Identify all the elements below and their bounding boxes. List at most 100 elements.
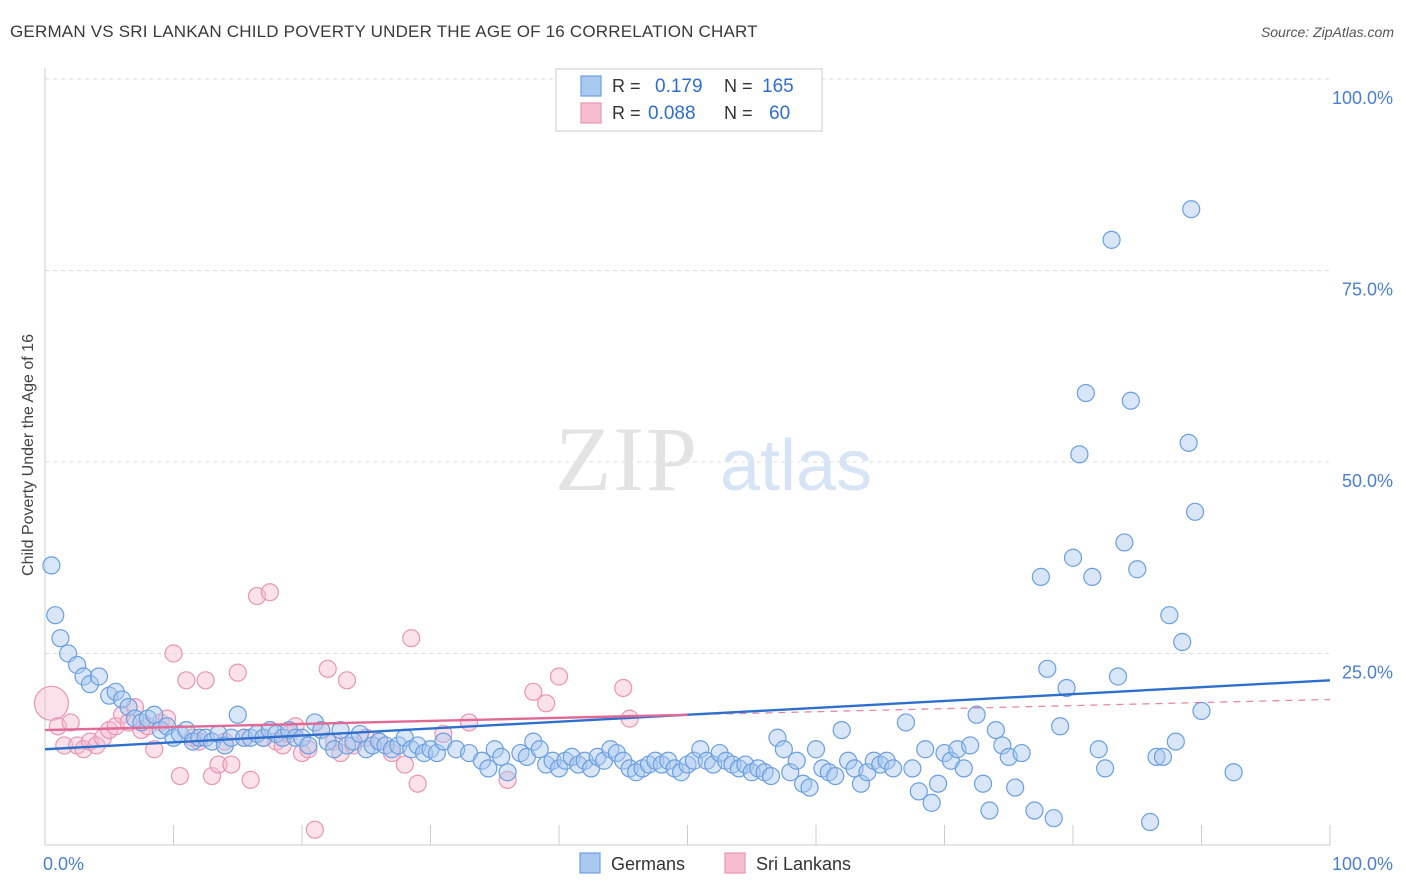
- german-point: [761, 766, 781, 786]
- german-point: [832, 720, 851, 740]
- german-point: [1089, 740, 1108, 759]
- srilankan-points: [33, 583, 639, 839]
- german-point: [684, 751, 704, 770]
- legend-series: Germans Sri Lankans: [579, 852, 851, 874]
- german-point: [787, 751, 806, 770]
- german-point: [903, 759, 922, 778]
- german-point: [922, 793, 941, 812]
- trend-lines: [44, 679, 1331, 751]
- y-axis-label: Child Poverty Under the Age of 16: [20, 334, 37, 576]
- german-point: [1173, 632, 1192, 652]
- german-point: [51, 629, 70, 648]
- srilankan-point: [222, 755, 241, 774]
- srilankan-point: [55, 736, 74, 755]
- srilankan-point: [164, 644, 183, 663]
- srilankan-point: [459, 713, 479, 732]
- y-tick-label: 75.0%: [1342, 280, 1393, 300]
- srilankan-point: [498, 770, 517, 789]
- legend-bottom-label-srilankan: Sri Lankans: [756, 854, 851, 874]
- german-point: [1121, 391, 1140, 410]
- y-tick-label: 25.0%: [1342, 663, 1393, 683]
- german-point: [1044, 809, 1063, 828]
- srilankan-point: [408, 774, 427, 793]
- german-point: [119, 698, 138, 717]
- german-point: [800, 778, 819, 797]
- german-point: [299, 736, 318, 755]
- german-point: [986, 720, 1006, 740]
- german-point: [228, 705, 247, 724]
- srilankan-point: [228, 663, 247, 682]
- srilankan-point: [299, 740, 318, 759]
- german-point: [1051, 717, 1070, 736]
- german-point: [1006, 778, 1025, 797]
- german-point: [980, 801, 999, 820]
- german-point: [916, 740, 935, 759]
- german-point: [46, 606, 65, 625]
- srilankan-point: [305, 820, 324, 839]
- srilankan-point: [33, 685, 70, 721]
- srilankan-point: [395, 755, 414, 774]
- legend-bottom-swatch-srilankan: [724, 852, 746, 874]
- srilankan-point: [318, 659, 337, 678]
- legend-r-value-srilankan: 0.088: [648, 103, 696, 124]
- german-point: [1083, 567, 1102, 587]
- german-point: [1038, 659, 1057, 678]
- srilankan-point: [337, 671, 357, 690]
- y-tick-label: 100.0%: [1332, 88, 1393, 108]
- german-point: [145, 705, 164, 724]
- srilankan-point: [402, 629, 421, 648]
- german-point: [851, 774, 871, 793]
- german-point: [691, 740, 710, 759]
- srilankan-point: [434, 724, 453, 744]
- watermark-zip: ZIP: [555, 408, 699, 510]
- german-point: [1057, 678, 1076, 698]
- legend-n-label-srilankan: N =: [724, 103, 753, 123]
- german-point: [42, 556, 61, 575]
- german-point: [909, 782, 928, 801]
- srilankan-point: [209, 755, 228, 774]
- srilankan-point: [614, 678, 633, 698]
- srilankan-trend-line: [44, 713, 688, 732]
- srilankan-trend-extension: [687, 698, 1331, 716]
- srilankan-point: [260, 583, 279, 602]
- german-point: [89, 667, 109, 686]
- german-point: [993, 736, 1012, 755]
- german-point: [1025, 801, 1044, 820]
- german-point: [1108, 667, 1128, 686]
- srilankan-point: [196, 671, 215, 690]
- srilankan-point: [177, 671, 196, 690]
- srilankan-point: [549, 667, 569, 686]
- german-point: [1128, 560, 1147, 579]
- chart-title: GERMAN VS SRI LANKAN CHILD POVERTY UNDER…: [10, 22, 758, 41]
- legend-swatch-srilankan: [580, 102, 602, 124]
- german-point: [826, 766, 845, 786]
- source-label: Source: ZipAtlas.com: [1260, 24, 1394, 40]
- german-point: [961, 736, 980, 755]
- german-point: [427, 743, 447, 763]
- legend-bottom-label-german: Germans: [611, 854, 685, 874]
- german-point: [973, 774, 993, 793]
- german-point: [1224, 763, 1243, 782]
- legend-r-value-german: 0.179: [655, 76, 703, 97]
- x-tick-label-min: 0.0%: [43, 854, 84, 874]
- german-point: [1070, 445, 1089, 464]
- watermark-atlas: atlas: [720, 426, 872, 506]
- srilankan-point: [537, 694, 556, 713]
- german-point: [768, 728, 787, 747]
- y-tick-label: 50.0%: [1342, 471, 1393, 491]
- german-point: [1185, 502, 1205, 521]
- german-point: [954, 759, 973, 778]
- tick-labels: 25.0% 50.0% 75.0% 100.0% 0.0% 100.0%: [43, 88, 1393, 874]
- german-point: [928, 774, 948, 793]
- german-point: [896, 713, 916, 732]
- german-point: [68, 655, 87, 675]
- legend-n-label-german: N =: [724, 76, 753, 96]
- german-point: [1166, 732, 1185, 751]
- german-point: [1147, 747, 1166, 767]
- watermark: ZIP atlas: [555, 408, 872, 510]
- german-point: [498, 763, 517, 782]
- srilankan-point: [145, 740, 164, 759]
- german-point: [774, 740, 793, 759]
- srilankan-point: [61, 713, 80, 732]
